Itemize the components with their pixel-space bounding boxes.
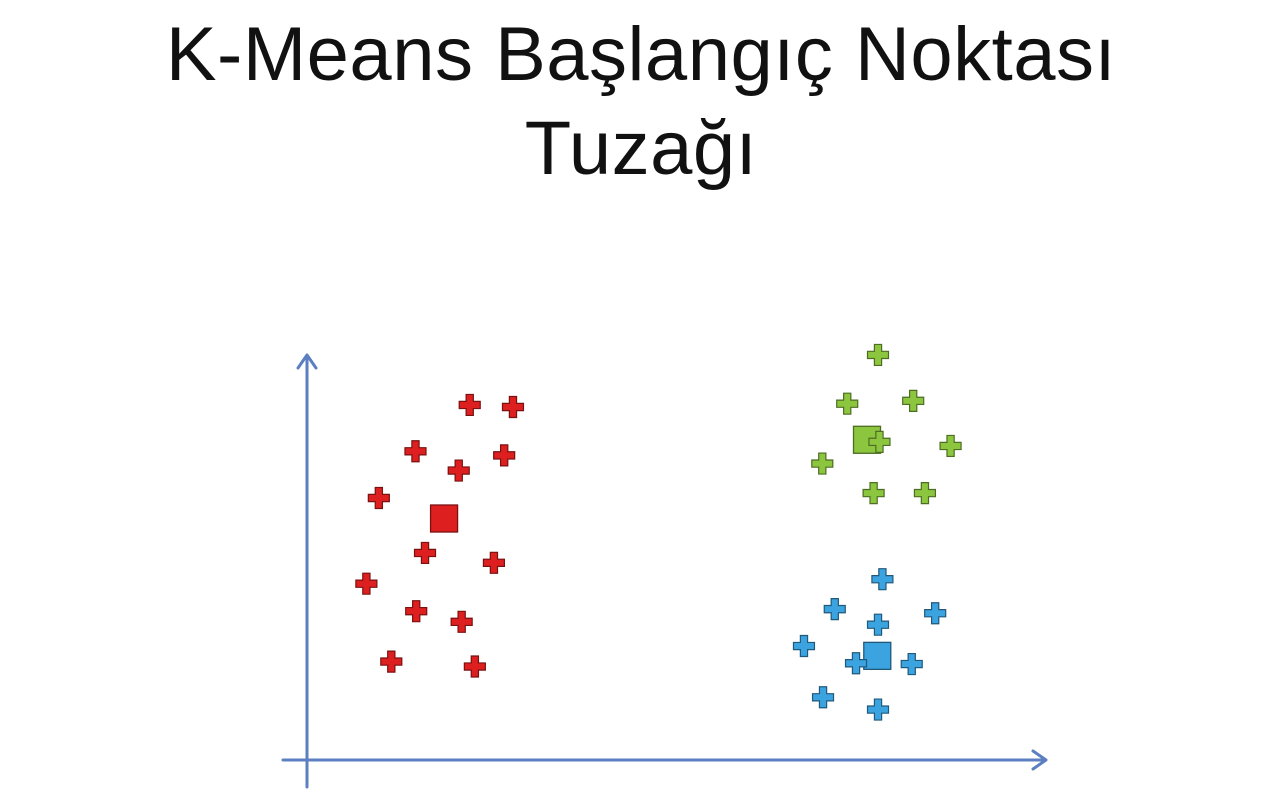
data-point [502,396,523,417]
data-point [368,488,389,509]
data-point [903,390,924,411]
data-point [914,483,935,504]
chart-marks [356,344,961,720]
data-point [494,445,515,466]
data-point [824,599,845,620]
centroid-marker [431,505,458,532]
data-point [868,699,889,720]
data-point [406,601,427,622]
data-point [459,394,480,415]
data-point [356,573,377,594]
data-point [868,614,889,635]
data-point [872,569,893,590]
data-point [837,393,858,414]
data-point [863,483,884,504]
centroid-marker [864,642,891,669]
data-point [812,453,833,474]
data-point [940,435,961,456]
series-2 [793,569,945,720]
data-point [901,654,922,675]
data-point [483,552,504,573]
data-point [415,542,436,563]
series-0 [356,394,524,677]
chart-axes [283,355,1046,787]
data-point [813,687,834,708]
data-point [464,656,485,677]
data-point [451,611,472,632]
data-point [925,603,946,624]
data-point [448,460,469,481]
data-point [868,344,889,365]
data-point [793,636,814,657]
data-point [381,651,402,672]
series-1 [812,344,961,503]
data-point [405,441,426,462]
